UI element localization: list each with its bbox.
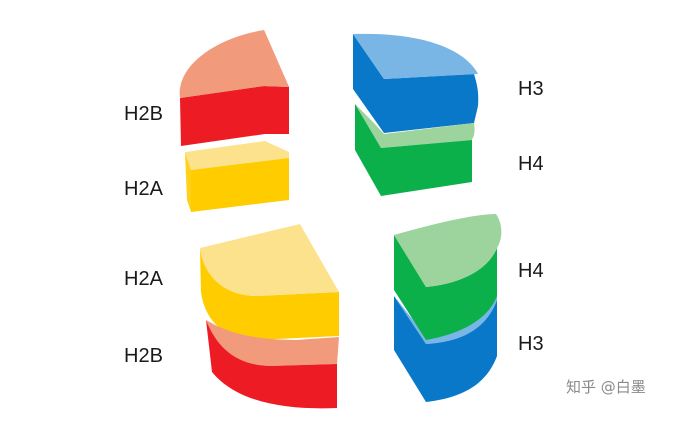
- top-right-dimer: [353, 33, 479, 196]
- h3-side-face-front: [384, 74, 479, 133]
- h4-side-face-front: [381, 140, 472, 196]
- h2b-side-face: [206, 320, 337, 409]
- label-h3-top-right: H3: [518, 78, 544, 100]
- h2a-top-face: [185, 141, 289, 170]
- label-h2a-top-left: H2A: [124, 178, 164, 200]
- h4-top-face: [394, 214, 502, 287]
- h2b-top-face: [179, 30, 289, 98]
- h3-block-top-right: [353, 33, 479, 133]
- h4-side-face-left: [355, 104, 381, 196]
- watermark: 知乎 @白墨: [566, 378, 646, 396]
- label-h2b-top-left: H2B: [124, 103, 163, 125]
- h2b-side-face: [180, 86, 289, 146]
- label-h4-bottom-right: H4: [518, 260, 544, 282]
- h4-block-top-right: [355, 104, 475, 196]
- h2a-block-bottom-left: [200, 224, 339, 340]
- top-left-dimer: [179, 30, 289, 212]
- bottom-right-dimer: [394, 214, 502, 402]
- h4-side-face-left: [394, 235, 426, 340]
- h4-top-face: [355, 104, 475, 148]
- h3-side-face-left: [353, 34, 384, 133]
- bottom-left-dimer: [200, 224, 339, 409]
- label-h4-top-right: H4: [518, 153, 544, 175]
- h3-top-face: [394, 294, 497, 344]
- label-h3-bottom-right: H3: [518, 333, 544, 355]
- h3-block-bottom-right: [394, 294, 497, 402]
- h4-side-face-front: [426, 248, 497, 340]
- h2a-side-face-left: [185, 152, 191, 212]
- h2b-block-bottom-left: [206, 320, 339, 409]
- label-h2a-bottom-left: H2A: [124, 268, 164, 290]
- h3-side-face-left: [394, 296, 426, 402]
- h2a-side-face: [200, 248, 339, 340]
- h3-top-face: [353, 33, 478, 79]
- h2b-top-face-light: [264, 30, 289, 87]
- h2b-block-top-left: [179, 30, 289, 146]
- label-h2b-bottom-left: H2B: [124, 345, 163, 367]
- h2b-top-face: [206, 320, 339, 366]
- h2a-block-top-left: [185, 141, 289, 212]
- h2a-side-face: [191, 158, 289, 212]
- h2a-top-face: [200, 224, 339, 296]
- h4-block-bottom-right: [394, 214, 502, 340]
- h3-side-face-front: [426, 300, 497, 402]
